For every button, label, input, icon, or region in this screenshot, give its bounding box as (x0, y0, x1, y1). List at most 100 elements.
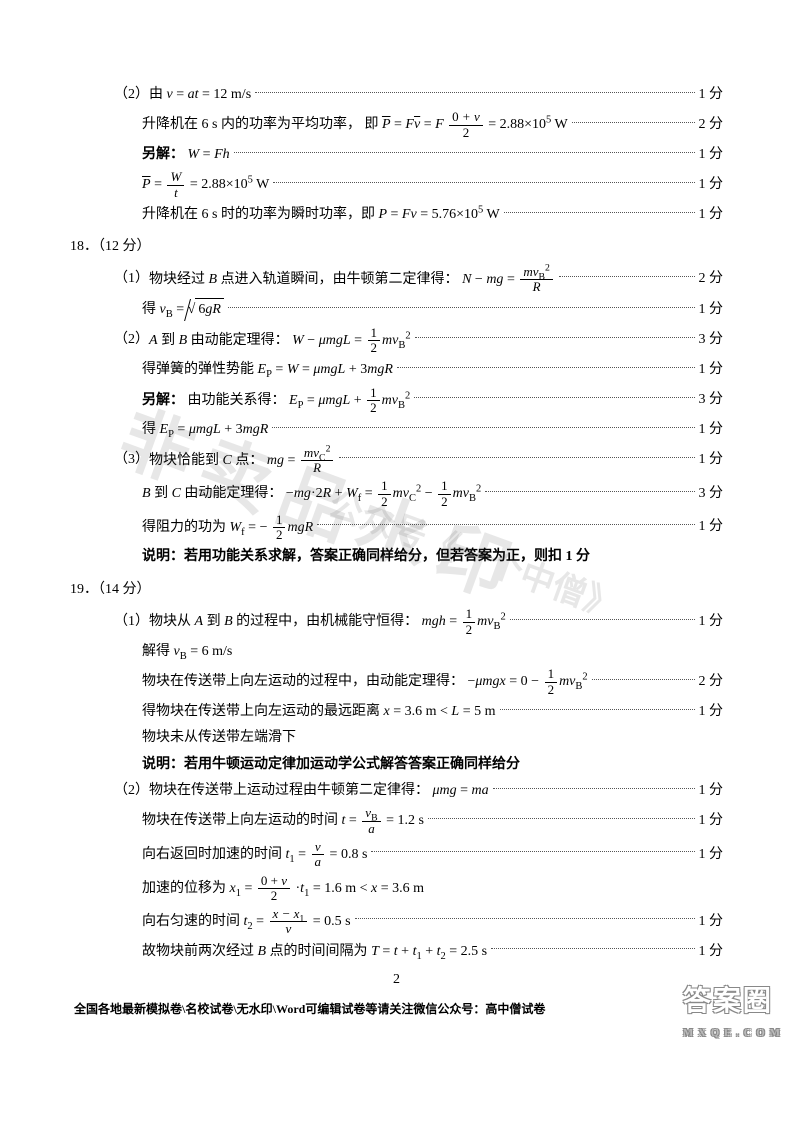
q19-p1-l1: （1） 物块从 A 到 B 的过程中，由机械能守恒得： mgh = 12mvB2… (70, 607, 723, 637)
q18-p1-l2: 得 vB = √6gR 1 分 (70, 298, 723, 321)
var: C (172, 486, 181, 501)
score: 2 分 (699, 671, 724, 693)
q17-p2-l4: P = Wt = 2.88×105 W 1 分 (70, 170, 723, 200)
page-number: 2 (70, 969, 723, 991)
text: 点： (232, 453, 264, 468)
var: B (209, 272, 218, 287)
text: 得阻力的功为 (142, 520, 226, 535)
text: 由 (149, 87, 163, 102)
var: B (179, 333, 188, 348)
q18-note: 说明：若用功能关系求解，答案正确同样给分，但若答案为正，则扣 1 分 (70, 546, 723, 568)
score: 3 分 (699, 483, 724, 505)
score: 1 分 (699, 516, 724, 538)
text: 加速的位移为 (142, 881, 226, 896)
q18-p3-l1: （3） 物块恰能到 C 点： mg = mvC2R 1 分 (70, 446, 723, 476)
q18-p3-l2: B 到 C 由动能定理得： −mg·2R + Wf = 12mvC2 − 12m… (70, 479, 723, 509)
q19-p2-l5: 向右匀速的时间 t2 = x − x1v = 0.5 s 1 分 (70, 907, 723, 937)
score: 1 分 (699, 844, 724, 866)
alt-solution-label: 另解： (142, 393, 184, 408)
text: 升降机在 6 s 时的功率为瞬时功率，即 (142, 207, 375, 222)
text: 由牛顿第二定律得： (333, 272, 459, 287)
text: 向右返回时加速的时间 (142, 847, 282, 862)
text: 到 (203, 614, 224, 629)
q19-p1-l5: 物块未从传送带左端滑下 (70, 727, 723, 749)
score: 2 分 (699, 268, 724, 290)
text: 到 (151, 486, 172, 501)
var: B (258, 944, 267, 959)
q17-p2-l5: 升降机在 6 s 时的功率为瞬时功率，即 P = Fv = 5.76×105 W… (70, 204, 723, 226)
q19-p2-l3: 向右返回时加速的时间 t1 = va = 0.8 s 1 分 (70, 840, 723, 870)
score: 2 分 (699, 114, 724, 136)
page: 非卖品水印 公众号《一个中僧》 （2） 由 v = at = 12 m/s 1 … (0, 0, 793, 1059)
part-label: （1） (114, 268, 149, 290)
text: 到 (158, 333, 179, 348)
logo-sub: M X Q E . C O M (683, 1025, 781, 1043)
bottom-logos: 答案圈 M X Q E . C O M (683, 980, 781, 1042)
leader-dots (255, 92, 694, 93)
score: 3 分 (699, 389, 724, 411)
text: 物块在传送带上向左运动的过程中，由动能定理得： (142, 674, 464, 689)
q19-p1-l3: 物块在传送带上向左运动的过程中，由动能定理得： −μmgx = 0 − 12mv… (70, 667, 723, 697)
q19-p1-note: 说明：若用牛顿运动定律加运动学公式解答答案正确同样给分 (70, 754, 723, 776)
q17-p2-l3: 另解： W = Fh 1 分 (70, 144, 723, 166)
text: 点进入轨道瞬间， (217, 272, 333, 287)
q19-p2-l6: 故物块前两次经过 B 点的时间间隔为 T = t + t1 + t2 = 2.5… (70, 941, 723, 963)
score: 1 分 (699, 911, 724, 933)
var: B (142, 486, 151, 501)
q18-p1-l1: （1） 物块经过 B 点进入轨道瞬间，由牛顿第二定律得： N − mg = mv… (70, 265, 723, 295)
q18-p2-l1: （2） A 到 B 由动能定理得： W − μmgL = 12mvB2 3 分 (70, 326, 723, 356)
q19-header: 19．（14 分） (70, 579, 723, 601)
text: 由功能关系得： (188, 393, 286, 408)
q17-p2-l1: （2） 由 v = at = 12 m/s 1 分 (70, 84, 723, 106)
text: 物块在传送带上运动过程由牛顿第二定律得： (149, 783, 429, 798)
text: 由动能定理得： (181, 486, 283, 501)
var: A (149, 333, 158, 348)
score: 1 分 (699, 810, 724, 832)
text: 物块恰能到 (149, 453, 223, 468)
var: A (195, 614, 204, 629)
text: 解得 (142, 644, 174, 659)
text: 得物块在传送带上向左运动的最远距离 (142, 704, 384, 719)
text: 得弹簧的弹性势能 (142, 362, 258, 377)
score: 1 分 (699, 299, 724, 321)
score: 1 分 (699, 611, 724, 633)
q19-p2-l4: 加速的位移为 x1 = 0 + v2 ·t1 = 1.6 m < x = 3.6… (70, 874, 723, 904)
q19-p1-l2: 解得 vB = 6 m/s (70, 641, 723, 663)
score: 1 分 (699, 941, 724, 963)
score: 1 分 (699, 84, 724, 106)
score: 1 分 (699, 449, 724, 471)
text: 即 (364, 117, 378, 132)
text: 物块从 (149, 614, 195, 629)
part-label: （1） (114, 611, 149, 633)
part-label: （2） (114, 84, 149, 106)
part-label: （2） (114, 780, 149, 802)
q18-p2-l2: 得弹簧的弹性势能 EP = W = μmgL + 3mgR 1 分 (70, 359, 723, 381)
score: 1 分 (699, 174, 724, 196)
text: 物块经过 (149, 272, 209, 287)
score: 3 分 (699, 329, 724, 351)
score: 1 分 (699, 204, 724, 226)
text: 点的时间间隔为 (266, 944, 368, 959)
text: 升降机在 6 s 内的功率为平均功率， (142, 117, 361, 132)
score: 1 分 (699, 419, 724, 441)
q18-p3-l3: 得阻力的功为 Wf = − 12mgR 1 分 (70, 513, 723, 543)
part-label: （3） (114, 449, 149, 471)
q19-p1-l4: 得物块在传送带上向左运动的最远距离 x = 3.6 m < L = 5 m 1 … (70, 701, 723, 723)
footer-text: 全国各地最新模拟卷\名校试卷\无水印\Word可编辑试卷等请关注微信公众号：高中… (70, 1000, 723, 1019)
score: 1 分 (699, 780, 724, 802)
logo-main: 答案圈 (683, 980, 781, 1025)
text: 物块在传送带上向左运动的时间 (142, 813, 338, 828)
score: 1 分 (699, 359, 724, 381)
score: 1 分 (699, 144, 724, 166)
text: 得 (142, 302, 160, 317)
q19-p2-l2: 物块在传送带上向左运动的时间 t = vBa = 1.2 s 1 分 (70, 806, 723, 836)
q19-p2-l1: （2） 物块在传送带上运动过程由牛顿第二定律得： μmg = ma 1 分 (70, 780, 723, 802)
text: 故物块前两次经过 (142, 944, 258, 959)
q18-header: 18．（12 分） (70, 236, 723, 258)
text: 的过程中，由机械能守恒得： (233, 614, 419, 629)
text: 得 (142, 422, 160, 437)
text: 由动能定理得： (187, 333, 289, 348)
q18-p2-l3: 另解： 由功能关系得： EP = μmgL + 12mvB2 3 分 (70, 386, 723, 416)
alt-solution-label: 另解： (142, 147, 184, 162)
var: C (223, 453, 232, 468)
